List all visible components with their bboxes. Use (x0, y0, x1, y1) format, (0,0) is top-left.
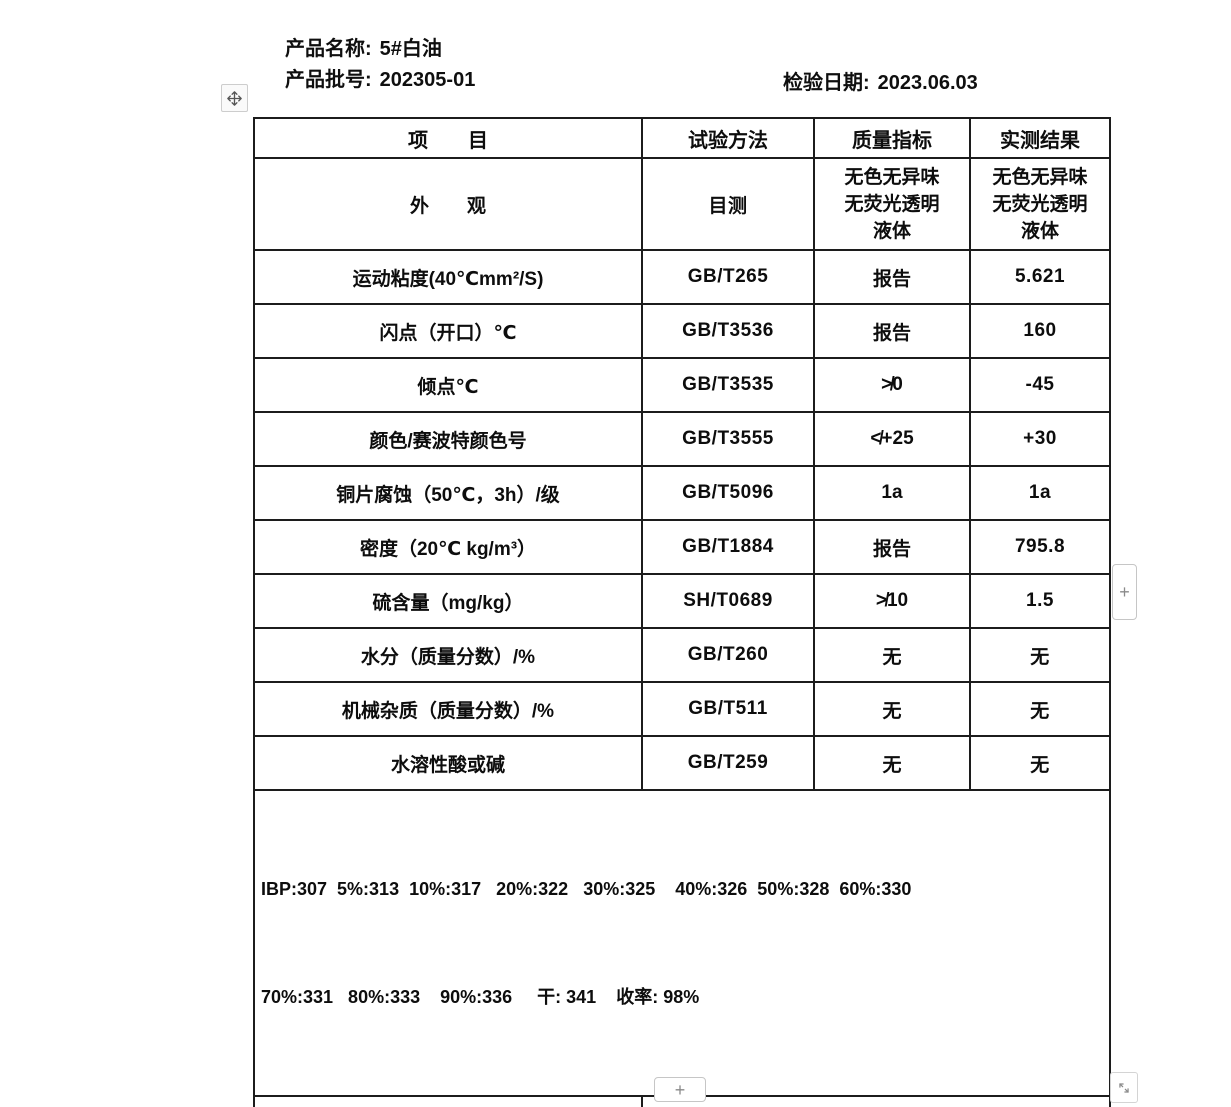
cell-result: 无 (969, 681, 1111, 737)
product-name-value: 5#白油 (379, 38, 442, 60)
table-row: 倾点℃ GB/T3535 ≯0 -45 (253, 357, 1111, 413)
cell-method: GB/T1884 (641, 519, 815, 575)
plus-icon: + (1119, 582, 1130, 602)
cell-item: 水溶性酸或碱 (253, 735, 643, 791)
distillation-line2: 70%:331 80%:333 90%:336 干: 341 收率: 98% (261, 987, 700, 1007)
batch-line: 产品批号: 202305-01 (285, 65, 475, 96)
cell-item: 机械杂质（质量分数）/% (253, 681, 643, 737)
table-row: 铜片腐蚀（50℃，3h）/级 GB/T5096 1a 1a (253, 465, 1111, 521)
cell-result: 1.5 (969, 573, 1111, 629)
distillation-cell: IBP:307 5%:313 10%:317 20%:322 30%:325 4… (253, 789, 1111, 1097)
cell-item: 闪点（开口）℃ (253, 303, 643, 359)
cell-method: SH/T0689 (641, 573, 815, 629)
cell-method: GB/T259 (641, 735, 815, 791)
col-header-result: 实测结果 (969, 117, 1111, 159)
batch-label: 产品批号: (285, 69, 372, 91)
cell-result: 无 (969, 627, 1111, 683)
resize-icon (1115, 1079, 1133, 1097)
cell-result: 1a (969, 465, 1111, 521)
table-row: 运动粘度(40℃mm²/S) GB/T265 报告 5.621 (253, 249, 1111, 305)
cell-spec: 无 (813, 735, 971, 791)
signature-row: 判定结果: 合格 质检员: 谢亚楠 (253, 1095, 1111, 1107)
plus-icon: + (674, 1079, 686, 1100)
verdict-cell: 判定结果: 合格 (253, 1095, 643, 1107)
product-name-line: 产品名称: 5#白油 (285, 34, 475, 65)
cell-item: 颜色/赛波特颜色号 (253, 411, 643, 467)
cell-item: 外 观 (253, 157, 643, 251)
cell-method: GB/T3536 (641, 303, 815, 359)
insert-row-button[interactable]: + (654, 1077, 706, 1102)
cell-method: GB/T265 (641, 249, 815, 305)
inspection-date-label: 检验日期: (783, 72, 870, 94)
cell-result: 5.621 (969, 249, 1111, 305)
cell-spec: 无色无异味 无荧光透明 液体 (813, 157, 971, 251)
cell-result: -45 (969, 357, 1111, 413)
cell-method: GB/T260 (641, 627, 815, 683)
cell-item: 水分（质量分数）/% (253, 627, 643, 683)
col-header-item: 项 目 (253, 117, 643, 159)
cell-method: GB/T3535 (641, 357, 815, 413)
table-row: 颜色/赛波特颜色号 GB/T3555 ≮+25 +30 (253, 411, 1111, 467)
distillation-row: IBP:307 5%:313 10%:317 20%:322 30%:325 4… (253, 789, 1111, 1097)
cell-method: GB/T511 (641, 681, 815, 737)
col-header-spec: 质量指标 (813, 117, 971, 159)
cell-item: 铜片腐蚀（50℃，3h）/级 (253, 465, 643, 521)
table-row: 机械杂质（质量分数）/% GB/T511 无 无 (253, 681, 1111, 737)
inspector-cell: 质检员: 谢亚楠 (641, 1095, 1111, 1107)
inspection-date-value: 2023.06.03 (877, 72, 978, 94)
inspection-date-line: 检验日期: 2023.06.03 (783, 66, 978, 95)
cell-item: 倾点℃ (253, 357, 643, 413)
move-icon (225, 89, 244, 108)
cell-spec: ≯0 (813, 357, 971, 413)
cell-spec: 报告 (813, 303, 971, 359)
cell-method: GB/T5096 (641, 465, 815, 521)
inspector-signature: 谢亚楠 (872, 1102, 961, 1107)
table-row: 水溶性酸或碱 GB/T259 无 无 (253, 735, 1111, 791)
cell-result: 795.8 (969, 519, 1111, 575)
document-header: 产品名称: 5#白油 产品批号: 202305-01 (285, 34, 475, 96)
cell-spec: 报告 (813, 249, 971, 305)
table-row: 水分（质量分数）/% GB/T260 无 无 (253, 627, 1111, 683)
cell-item: 硫含量（mg/kg） (253, 573, 643, 629)
table-row: 密度（20℃ kg/m³） GB/T1884 报告 795.8 (253, 519, 1111, 575)
cell-spec: 1a (813, 465, 971, 521)
batch-value: 202305-01 (379, 69, 476, 91)
qc-table: 项 目 试验方法 质量指标 实测结果 外 观 目测 无色无异味 无荧光透明 液体… (253, 117, 1111, 1107)
cell-result: 160 (969, 303, 1111, 359)
distillation-line1: IBP:307 5%:313 10%:317 20%:322 30%:325 4… (261, 879, 912, 899)
cell-spec: 无 (813, 627, 971, 683)
table-row: 外 观 目测 无色无异味 无荧光透明 液体 无色无异味 无荧光透明 液体 (253, 157, 1111, 251)
cell-method: 目测 (641, 157, 815, 251)
cell-item: 密度（20℃ kg/m³） (253, 519, 643, 575)
table-header-row: 项 目 试验方法 质量指标 实测结果 (253, 117, 1111, 159)
cell-method: GB/T3555 (641, 411, 815, 467)
table-move-handle[interactable] (221, 84, 248, 112)
cell-result: +30 (969, 411, 1111, 467)
table-row: 闪点（开口）℃ GB/T3536 报告 160 (253, 303, 1111, 359)
insert-column-button[interactable]: + (1112, 564, 1137, 620)
col-header-method: 试验方法 (641, 117, 815, 159)
cell-spec: ≮+25 (813, 411, 971, 467)
cell-spec: ≯10 (813, 573, 971, 629)
table-resize-handle[interactable] (1110, 1072, 1138, 1103)
cell-result: 无 (969, 735, 1111, 791)
table-row: 硫含量（mg/kg） SH/T0689 ≯10 1.5 (253, 573, 1111, 629)
cell-item: 运动粘度(40℃mm²/S) (253, 249, 643, 305)
cell-result: 无色无异味 无荧光透明 液体 (969, 157, 1111, 251)
product-name-label: 产品名称: (285, 38, 372, 60)
cell-spec: 无 (813, 681, 971, 737)
cell-spec: 报告 (813, 519, 971, 575)
